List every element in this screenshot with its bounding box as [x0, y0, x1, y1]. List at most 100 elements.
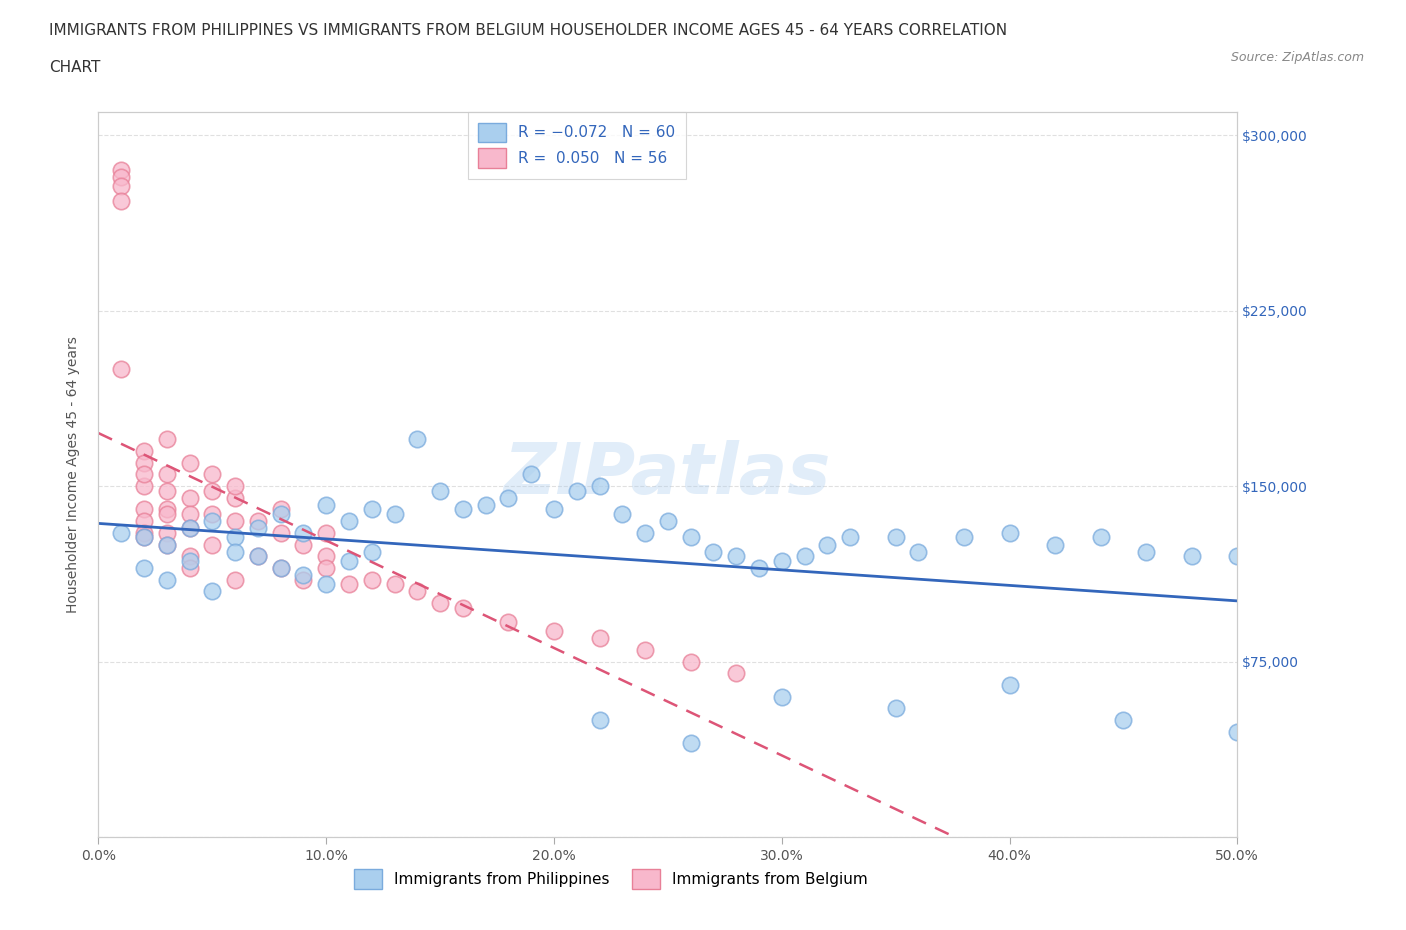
Point — [884, 530, 907, 545]
Point — [110, 163, 132, 178]
Point — [406, 584, 429, 599]
Point — [179, 549, 201, 564]
Point — [1043, 537, 1066, 551]
Point — [270, 525, 292, 540]
Point — [179, 521, 201, 536]
Point — [292, 525, 315, 540]
Point — [156, 432, 179, 446]
Point — [543, 624, 565, 639]
Legend: Immigrants from Philippines, Immigrants from Belgium: Immigrants from Philippines, Immigrants … — [349, 863, 873, 895]
Point — [384, 577, 406, 591]
Point — [1181, 549, 1204, 564]
Point — [337, 577, 360, 591]
Point — [543, 502, 565, 517]
Point — [315, 549, 337, 564]
Point — [1135, 544, 1157, 559]
Point — [315, 561, 337, 576]
Point — [725, 666, 748, 681]
Point — [839, 530, 862, 545]
Point — [179, 553, 201, 568]
Point — [246, 521, 269, 536]
Y-axis label: Householder Income Ages 45 - 64 years: Householder Income Ages 45 - 64 years — [66, 336, 80, 613]
Point — [384, 507, 406, 522]
Text: CHART: CHART — [49, 60, 101, 75]
Point — [110, 169, 132, 184]
Point — [679, 654, 702, 669]
Point — [270, 502, 292, 517]
Point — [360, 502, 382, 517]
Point — [179, 490, 201, 505]
Point — [246, 513, 269, 528]
Point — [110, 193, 132, 208]
Point — [156, 537, 179, 551]
Point — [110, 362, 132, 377]
Point — [156, 572, 179, 587]
Point — [315, 498, 337, 512]
Point — [132, 455, 155, 470]
Point — [224, 513, 246, 528]
Point — [406, 432, 429, 446]
Point — [156, 507, 179, 522]
Point — [725, 549, 748, 564]
Point — [201, 513, 224, 528]
Point — [179, 561, 201, 576]
Point — [451, 600, 474, 615]
Point — [953, 530, 976, 545]
Point — [748, 561, 770, 576]
Point — [292, 537, 315, 551]
Point — [770, 553, 793, 568]
Point — [270, 507, 292, 522]
Point — [337, 553, 360, 568]
Point — [315, 525, 337, 540]
Text: IMMIGRANTS FROM PHILIPPINES VS IMMIGRANTS FROM BELGIUM HOUSEHOLDER INCOME AGES 4: IMMIGRANTS FROM PHILIPPINES VS IMMIGRANT… — [49, 23, 1007, 38]
Point — [292, 572, 315, 587]
Point — [224, 544, 246, 559]
Point — [246, 549, 269, 564]
Point — [156, 537, 179, 551]
Point — [224, 530, 246, 545]
Point — [132, 467, 155, 482]
Point — [588, 479, 610, 494]
Point — [1112, 712, 1135, 727]
Point — [612, 507, 634, 522]
Point — [156, 467, 179, 482]
Point — [246, 549, 269, 564]
Point — [634, 525, 657, 540]
Point — [588, 712, 610, 727]
Point — [474, 498, 496, 512]
Point — [1226, 549, 1249, 564]
Point — [179, 507, 201, 522]
Point — [270, 561, 292, 576]
Point — [657, 513, 679, 528]
Point — [201, 467, 224, 482]
Point — [156, 502, 179, 517]
Point — [132, 530, 155, 545]
Point — [998, 677, 1021, 692]
Point — [201, 584, 224, 599]
Point — [132, 525, 155, 540]
Point — [588, 631, 610, 645]
Text: Source: ZipAtlas.com: Source: ZipAtlas.com — [1230, 51, 1364, 64]
Point — [292, 567, 315, 582]
Point — [110, 179, 132, 194]
Point — [132, 444, 155, 458]
Point — [565, 484, 588, 498]
Point — [702, 544, 724, 559]
Point — [224, 479, 246, 494]
Point — [429, 595, 451, 610]
Point — [793, 549, 815, 564]
Point — [132, 502, 155, 517]
Point — [224, 490, 246, 505]
Point — [429, 484, 451, 498]
Point — [201, 507, 224, 522]
Point — [179, 521, 201, 536]
Point — [815, 537, 838, 551]
Point — [132, 513, 155, 528]
Point — [1090, 530, 1112, 545]
Point — [156, 484, 179, 498]
Point — [360, 544, 382, 559]
Point — [270, 561, 292, 576]
Point — [132, 561, 155, 576]
Point — [179, 455, 201, 470]
Point — [770, 689, 793, 704]
